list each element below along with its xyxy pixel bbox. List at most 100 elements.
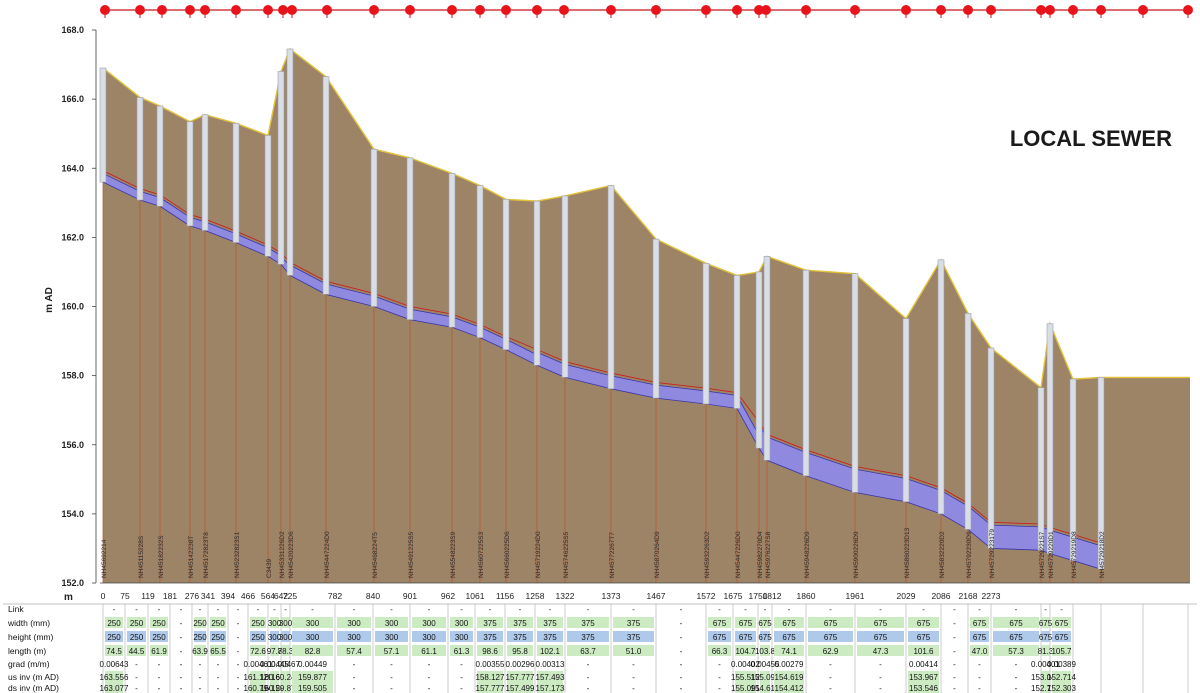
table-cell: -: [587, 605, 590, 614]
table-cell: -: [428, 684, 431, 693]
table-cell: 375: [513, 633, 527, 642]
manhole-id-label: NH45948226D9: [804, 531, 811, 578]
table-cell: 0.00643: [100, 660, 129, 669]
node-marker: [761, 5, 771, 15]
table-cell-bg: [412, 617, 446, 628]
manhole-shaft: [448, 173, 456, 328]
table-cell-bg: [613, 645, 654, 656]
manhole-id-label: C3439: [266, 558, 273, 578]
table-cell-bg: [1041, 682, 1050, 693]
table-cell: -: [135, 684, 138, 693]
manhole-shaft: [755, 271, 763, 449]
node-marker: [100, 5, 110, 15]
y-tick-label: 168.0: [61, 25, 84, 35]
table-cell: -: [180, 605, 183, 614]
manhole-shaft: [99, 67, 107, 183]
manhole-id-label: NH45182232S: [158, 535, 165, 578]
x-tick-label: 2086: [932, 591, 951, 601]
table-cell: -: [180, 647, 183, 656]
table-row-label: ds inv (m AD): [8, 683, 59, 693]
table-cell-bg: [1041, 671, 1050, 682]
table-cell: 0.00467: [271, 660, 300, 669]
table-cell: 675: [973, 619, 987, 628]
table-cell: 300: [385, 619, 399, 628]
x-tick-label: 1812: [763, 591, 782, 601]
x-tick-label: 962: [441, 591, 455, 601]
table-cell-bg: [507, 645, 533, 656]
table-row-label: us inv (m AD): [8, 672, 59, 682]
table-cell: -: [744, 605, 747, 614]
table-cell: -: [1060, 605, 1063, 614]
manhole-id-label: NH45860223D13: [904, 527, 911, 578]
table-cell: 74.1: [781, 647, 797, 656]
manhole-id-label: NH45729218D2: [1099, 531, 1106, 578]
table-cell: -: [217, 673, 220, 682]
node-marker: [801, 5, 811, 15]
table-cell: -: [953, 619, 956, 628]
node-marker: [850, 5, 860, 15]
manhole-id-label: NH45142238T: [188, 536, 195, 578]
table-cell: 250: [193, 633, 207, 642]
table-cell: -: [237, 660, 240, 669]
table-cell: -: [1015, 673, 1018, 682]
x-tick-label: 1572: [697, 591, 716, 601]
table-cell: 78.3: [278, 647, 294, 656]
table-cell: 65.5: [210, 647, 226, 656]
table-cell-bg: [760, 617, 770, 628]
table-cell-bg: [375, 631, 408, 642]
manhole-id-label: NH45832220D2: [939, 531, 946, 578]
table-cell: 98.6: [482, 647, 498, 656]
manhole-id-label: NH45729223179: [989, 528, 996, 578]
table-cell: 102.1: [540, 647, 561, 656]
table-cell: -: [632, 673, 635, 682]
table-row-label: grad (m/m): [8, 659, 50, 669]
table-cell: -: [237, 647, 240, 656]
table-cell: -: [829, 660, 832, 669]
table-cell: 0.00455: [751, 660, 780, 669]
table-cell-bg: [270, 671, 279, 682]
table-cell: -: [257, 605, 260, 614]
table-cell-bg: [507, 682, 533, 693]
table-cell: -: [1015, 605, 1018, 614]
x-tick-label: 901: [403, 591, 417, 601]
x-tick-label: 1258: [526, 591, 545, 601]
manhole-shaft: [1037, 387, 1045, 551]
table-cell: -: [718, 605, 721, 614]
table-cell: -: [390, 605, 393, 614]
table-cell: 375: [513, 619, 527, 628]
table-cell: 154.412: [775, 684, 804, 693]
x-tick-label: 1467: [647, 591, 666, 601]
manhole-shaft: [286, 48, 294, 276]
table-cell: 0.00296: [506, 660, 535, 669]
table-cell-bg: [281, 682, 290, 693]
table-cell: -: [428, 673, 431, 682]
table-cell-bg: [281, 645, 290, 656]
table-cell-bg: [210, 645, 226, 656]
node-marker: [1096, 5, 1106, 15]
table-cell-bg: [412, 631, 446, 642]
node-marker: [606, 5, 616, 15]
table-cell: 675: [782, 633, 796, 642]
table-cell: -: [158, 605, 161, 614]
table-cell-bg: [210, 617, 226, 628]
x-tick-label: 1750: [749, 591, 768, 601]
table-row-label: length (m): [8, 646, 46, 656]
table-cell-bg: [292, 645, 333, 656]
table-cell-bg: [1041, 617, 1050, 628]
node-marker: [532, 5, 542, 15]
table-cell: -: [180, 684, 183, 693]
table-cell-bg: [808, 617, 853, 628]
table-cell: -: [353, 673, 356, 682]
manhole-id-label: NH45746225S5: [563, 531, 570, 578]
table-cell: -: [764, 605, 767, 614]
table-cell-bg: [507, 631, 533, 642]
manhole-id-label: NH45232823S1: [234, 531, 241, 578]
table-cell: -: [390, 660, 393, 669]
table-cell-bg: [375, 617, 408, 628]
table-cell-bg: [1041, 631, 1050, 642]
table-cell: -: [632, 660, 635, 669]
manhole-id-label: NH45331226D2: [279, 531, 286, 578]
table-cell-bg: [708, 645, 731, 656]
table-cell-bg: [477, 682, 503, 693]
table-cell-bg: [567, 631, 609, 642]
